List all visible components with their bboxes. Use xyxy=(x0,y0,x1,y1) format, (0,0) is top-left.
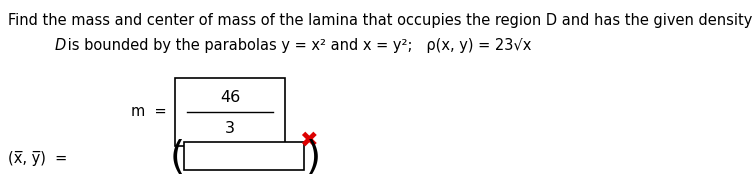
Text: m  =: m = xyxy=(131,104,167,120)
Text: ): ) xyxy=(306,139,321,177)
Text: ✖: ✖ xyxy=(299,131,318,151)
Bar xyxy=(175,78,285,146)
Text: 46: 46 xyxy=(220,90,240,104)
Text: is bounded by the parabolas y = x² and x = y²;   ρ(x, y) = 23√x: is bounded by the parabolas y = x² and x… xyxy=(63,38,532,53)
Bar xyxy=(184,142,304,170)
Text: 3: 3 xyxy=(225,121,235,136)
Text: D: D xyxy=(55,38,66,53)
Text: (: ( xyxy=(170,139,185,177)
Text: (x̅, y̅)  =: (x̅, y̅) = xyxy=(8,151,67,166)
Text: Find the mass and center of mass of the lamina that occupies the region D and ha: Find the mass and center of mass of the … xyxy=(8,13,755,28)
